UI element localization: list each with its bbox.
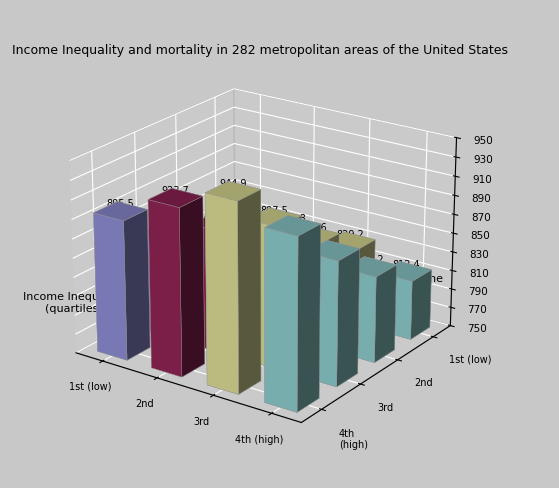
Title: Income Inequality and mortality in 282 metropolitan areas of the United States: Income Inequality and mortality in 282 m… <box>12 44 508 57</box>
